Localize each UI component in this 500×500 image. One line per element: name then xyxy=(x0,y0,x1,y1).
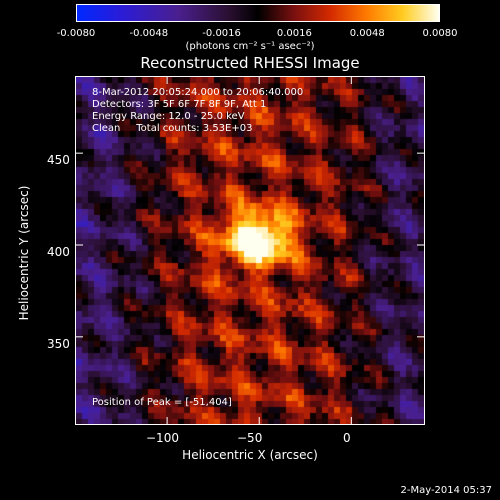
energy-range-label: Energy Range: 12.0 - 25.0 keV xyxy=(92,111,245,122)
colorbar-tick: -0.0016 xyxy=(202,28,241,39)
colorbar-unit-label: (photons cm⁻² s⁻¹ asec⁻²) xyxy=(185,41,315,52)
generated-timestamp: 2-May-2014 05:37 xyxy=(400,485,492,496)
detectors-label: Detectors: 3F 5F 6F 7F 8F 9F, Att 1 xyxy=(92,99,267,110)
x-tick-label: −100 xyxy=(146,431,179,445)
y-tick-label: 350 xyxy=(47,337,70,351)
peak-position-label: Position of Peak = [-51,404] xyxy=(92,397,232,408)
x-tick-label: 0 xyxy=(343,431,351,445)
colorbar-tick: -0.0048 xyxy=(129,28,169,39)
time-range-label: 8-Mar-2012 20:05:24.000 to 20:06:40.000 xyxy=(92,87,304,98)
x-axis-label: Heliocentric X (arcsec) xyxy=(182,448,318,462)
colorbar-tick: 0.0080 xyxy=(422,28,458,39)
colorbar-tick: 0.0016 xyxy=(276,28,312,39)
y-tick-label: 400 xyxy=(47,245,70,259)
colorbar xyxy=(76,4,440,22)
chart-title: Reconstructed RHESSI Image xyxy=(140,54,360,72)
y-axis-label: Heliocentric Y (arcsec) xyxy=(17,185,31,321)
colorbar-tick: -0.0080 xyxy=(56,28,96,39)
counts-label: Clean Total counts: 3.53E+03 xyxy=(92,123,253,134)
image-plot xyxy=(75,76,425,425)
x-tick-label: −50 xyxy=(237,431,263,445)
colorbar-tick: 0.0048 xyxy=(349,28,385,39)
heatmap-image xyxy=(76,77,424,424)
y-tick-label: 450 xyxy=(47,153,70,167)
